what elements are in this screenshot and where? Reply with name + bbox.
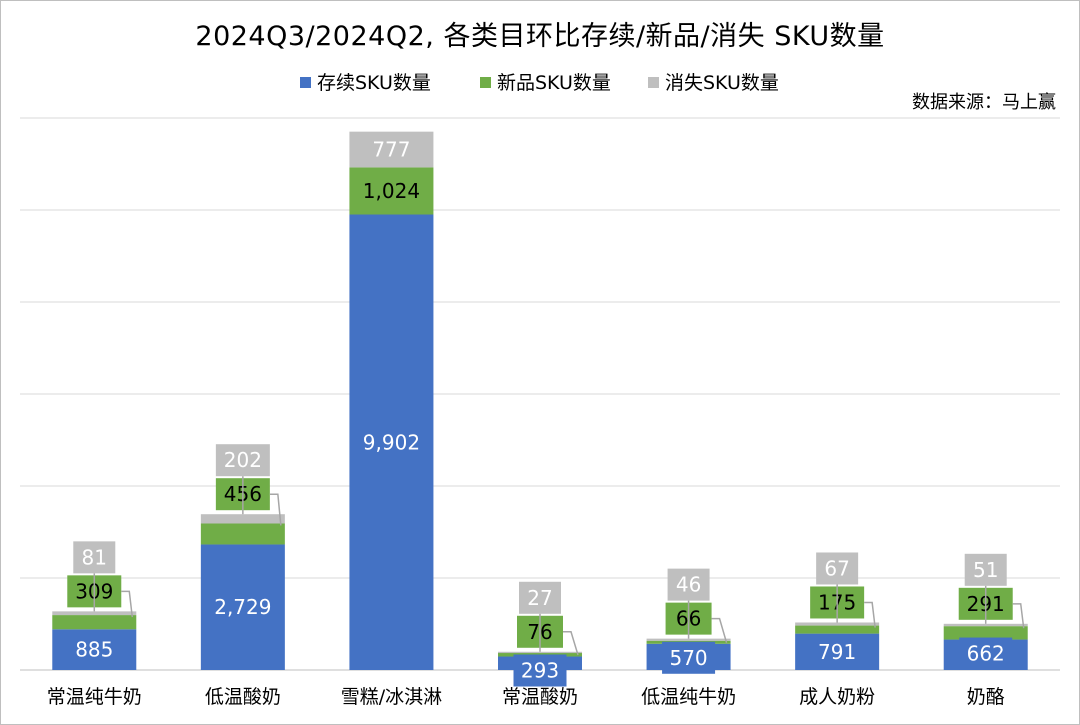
data-label-continued: 791 <box>818 640 856 664</box>
label-box-lost <box>215 444 270 477</box>
leader-line-new <box>864 601 876 628</box>
legend-swatch-lost <box>648 77 659 88</box>
legend: 存续SKU数量 新品SKU数量 消失SKU数量 <box>0 70 1080 98</box>
bar-continued <box>52 629 137 670</box>
data-label-lost: 67 <box>824 556 849 580</box>
category-label: 成人奶粉 <box>799 686 875 708</box>
data-label-lost: 81 <box>82 545 107 569</box>
category-label: 低温酸奶 <box>205 686 281 708</box>
bar-new <box>200 523 285 545</box>
data-label-continued: 885 <box>75 638 113 662</box>
bar-new <box>943 626 1028 640</box>
bar-lost <box>646 638 731 641</box>
bar-new <box>52 615 137 630</box>
label-box-lost <box>667 568 710 601</box>
label-box-continued <box>959 637 1013 670</box>
label-box-continued <box>662 641 716 674</box>
category-axis-labels: 常温纯牛奶 低温酸奶 雪糕/冰淇淋 常温酸奶 低温纯牛奶 成人奶粉 奶酪 <box>47 686 1005 708</box>
bar-continued <box>200 544 285 670</box>
bar-lost <box>349 131 434 168</box>
bar-new <box>795 625 880 634</box>
label-box-lost <box>816 552 859 585</box>
data-label-continued: 570 <box>669 646 707 670</box>
legend-label-continued: 存续SKU数量 <box>317 72 431 94</box>
data-label-lost: 27 <box>527 586 552 610</box>
bar-continued <box>349 214 434 670</box>
category-label: 常温纯牛奶 <box>47 686 142 708</box>
category-label: 低温纯牛奶 <box>641 686 736 708</box>
data-label-new: 1,024 <box>363 179 420 203</box>
legend-label-new: 新品SKU数量 <box>497 72 611 94</box>
leader-line-new <box>711 617 728 643</box>
bar-lost <box>943 623 1028 627</box>
data-source-note: 数据来源：马上赢 <box>912 92 1056 113</box>
data-label-lost: 51 <box>973 558 998 582</box>
data-labels: 885309812,7294562029,9021,02477729376275… <box>67 138 1025 687</box>
bar-new <box>349 167 434 215</box>
label-box-lost <box>964 553 1007 586</box>
data-label-continued: 9,902 <box>363 430 420 454</box>
legend-item-lost: 消失SKU数量 <box>648 70 779 96</box>
label-box-continued <box>513 654 567 687</box>
data-label-continued: 662 <box>967 642 1005 666</box>
leader-line-new <box>269 493 282 526</box>
category-label: 奶酪 <box>967 686 1005 708</box>
legend-item-new: 新品SKU数量 <box>480 70 611 96</box>
data-label-continued: 293 <box>521 659 559 683</box>
label-box-lost <box>519 581 561 614</box>
legend-item-continued: 存续SKU数量 <box>300 70 431 96</box>
legend-swatch-new <box>480 77 491 88</box>
leader-line-new <box>1012 603 1025 629</box>
bar-lost <box>52 611 137 616</box>
chart-title: 2024Q3/2024Q2, 各类目环比存续/新品/消失 SKU数量 <box>195 21 885 52</box>
data-label-continued: 2,729 <box>214 595 271 619</box>
legend-label-lost: 消失SKU数量 <box>665 72 779 94</box>
category-label: 雪糕/冰淇淋 <box>341 686 442 708</box>
leader-line-new <box>563 631 579 656</box>
leader-line-new <box>121 590 134 618</box>
data-label-lost: 202 <box>224 448 262 472</box>
label-box-lost <box>73 541 116 574</box>
data-label-lost: 777 <box>372 138 410 162</box>
bar-continued <box>795 633 880 670</box>
bar-lost <box>795 622 880 626</box>
legend-swatch-continued <box>300 77 311 88</box>
bar-lost <box>200 514 285 524</box>
bar-lost <box>498 651 582 654</box>
category-label: 常温酸奶 <box>502 686 578 708</box>
data-label-lost: 46 <box>676 573 701 597</box>
